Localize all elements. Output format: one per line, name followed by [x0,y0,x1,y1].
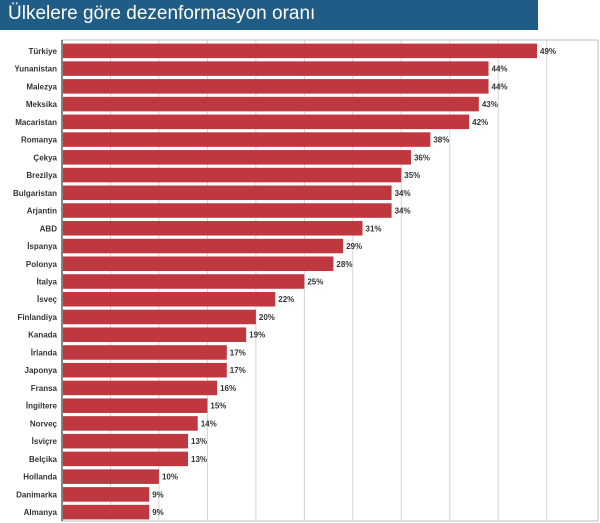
category-label: Hollanda [23,473,57,482]
bar [63,132,431,147]
category-label: Kanada [28,331,57,340]
data-label: 44% [492,65,508,74]
data-label: 38% [433,136,449,145]
category-label: Romanya [21,136,58,145]
category-label: Macaristan [15,118,57,127]
data-label: 35% [404,171,420,180]
bar [63,185,392,201]
bar [63,79,489,94]
category-label: ABD [40,224,58,233]
data-label: 13% [191,437,207,446]
data-label: 17% [230,366,246,375]
category-label: Malezya [26,82,57,91]
bar [63,167,402,183]
data-label: 31% [366,224,382,233]
bar [63,504,150,520]
category-label: Bulgaristan [13,189,57,198]
bar [63,362,227,378]
category-label: Norveç [30,419,58,428]
bar [63,96,479,112]
category-label: Brezilya [26,171,57,180]
category-label: İspanya [27,242,57,251]
data-label: 29% [346,242,362,251]
category-label: Almanya [24,508,58,517]
bar [63,238,344,254]
data-label: 34% [395,207,411,216]
bar [63,327,247,342]
category-label: Türkiye [29,47,58,56]
bar [63,291,276,307]
category-label: Yunanistan [14,65,57,74]
bar [63,150,411,165]
category-label: İsveç [37,295,58,304]
category-label: Belçika [29,455,58,464]
data-label: 49% [540,47,556,56]
bar [63,221,363,236]
bar [63,309,256,325]
data-label: 15% [210,402,226,411]
data-label: 19% [249,331,265,340]
bar [63,61,489,76]
chart-title: Ülkelere göre dezenformasyon oranı [8,3,316,24]
category-label: Fransa [31,384,58,393]
data-label: 17% [230,348,246,357]
data-label: 13% [191,455,207,464]
bar [63,345,227,360]
bar [63,433,189,449]
bar [63,416,198,431]
chart-title-bar: Ülkelere göre dezenformasyon oranı [0,0,538,30]
data-label: 44% [492,82,508,91]
category-label: İngiltere [26,402,58,411]
bar [63,398,208,413]
bar [63,380,218,396]
category-label: Meksika [26,100,58,109]
data-label: 25% [307,278,323,287]
category-label: İsviçre [32,437,58,446]
data-label: 36% [414,153,430,162]
bar [63,487,150,502]
bar [63,469,159,484]
bar [63,43,537,59]
category-label: Polonya [26,260,58,269]
bar [63,203,392,218]
data-label: 14% [201,419,217,428]
bar [63,114,470,130]
data-label: 20% [259,313,275,322]
data-label: 9% [152,508,164,517]
data-label: 43% [482,100,498,109]
category-label: Japonya [25,366,58,375]
data-label: 28% [336,260,352,269]
category-label: İrlanda [31,348,58,357]
category-label: İtalya [37,278,58,287]
category-label: Danimarka [16,490,57,499]
data-label: 9% [152,490,164,499]
bar [63,274,305,289]
bar [63,451,189,467]
category-label: Finlandiya [17,313,57,322]
bar [63,256,334,272]
data-label: 22% [278,295,294,304]
category-label: Arjantin [27,207,57,216]
data-label: 10% [162,473,178,482]
data-label: 34% [395,189,411,198]
data-label: 16% [220,384,236,393]
data-label: 42% [472,118,488,127]
category-label: Çekya [33,153,57,162]
